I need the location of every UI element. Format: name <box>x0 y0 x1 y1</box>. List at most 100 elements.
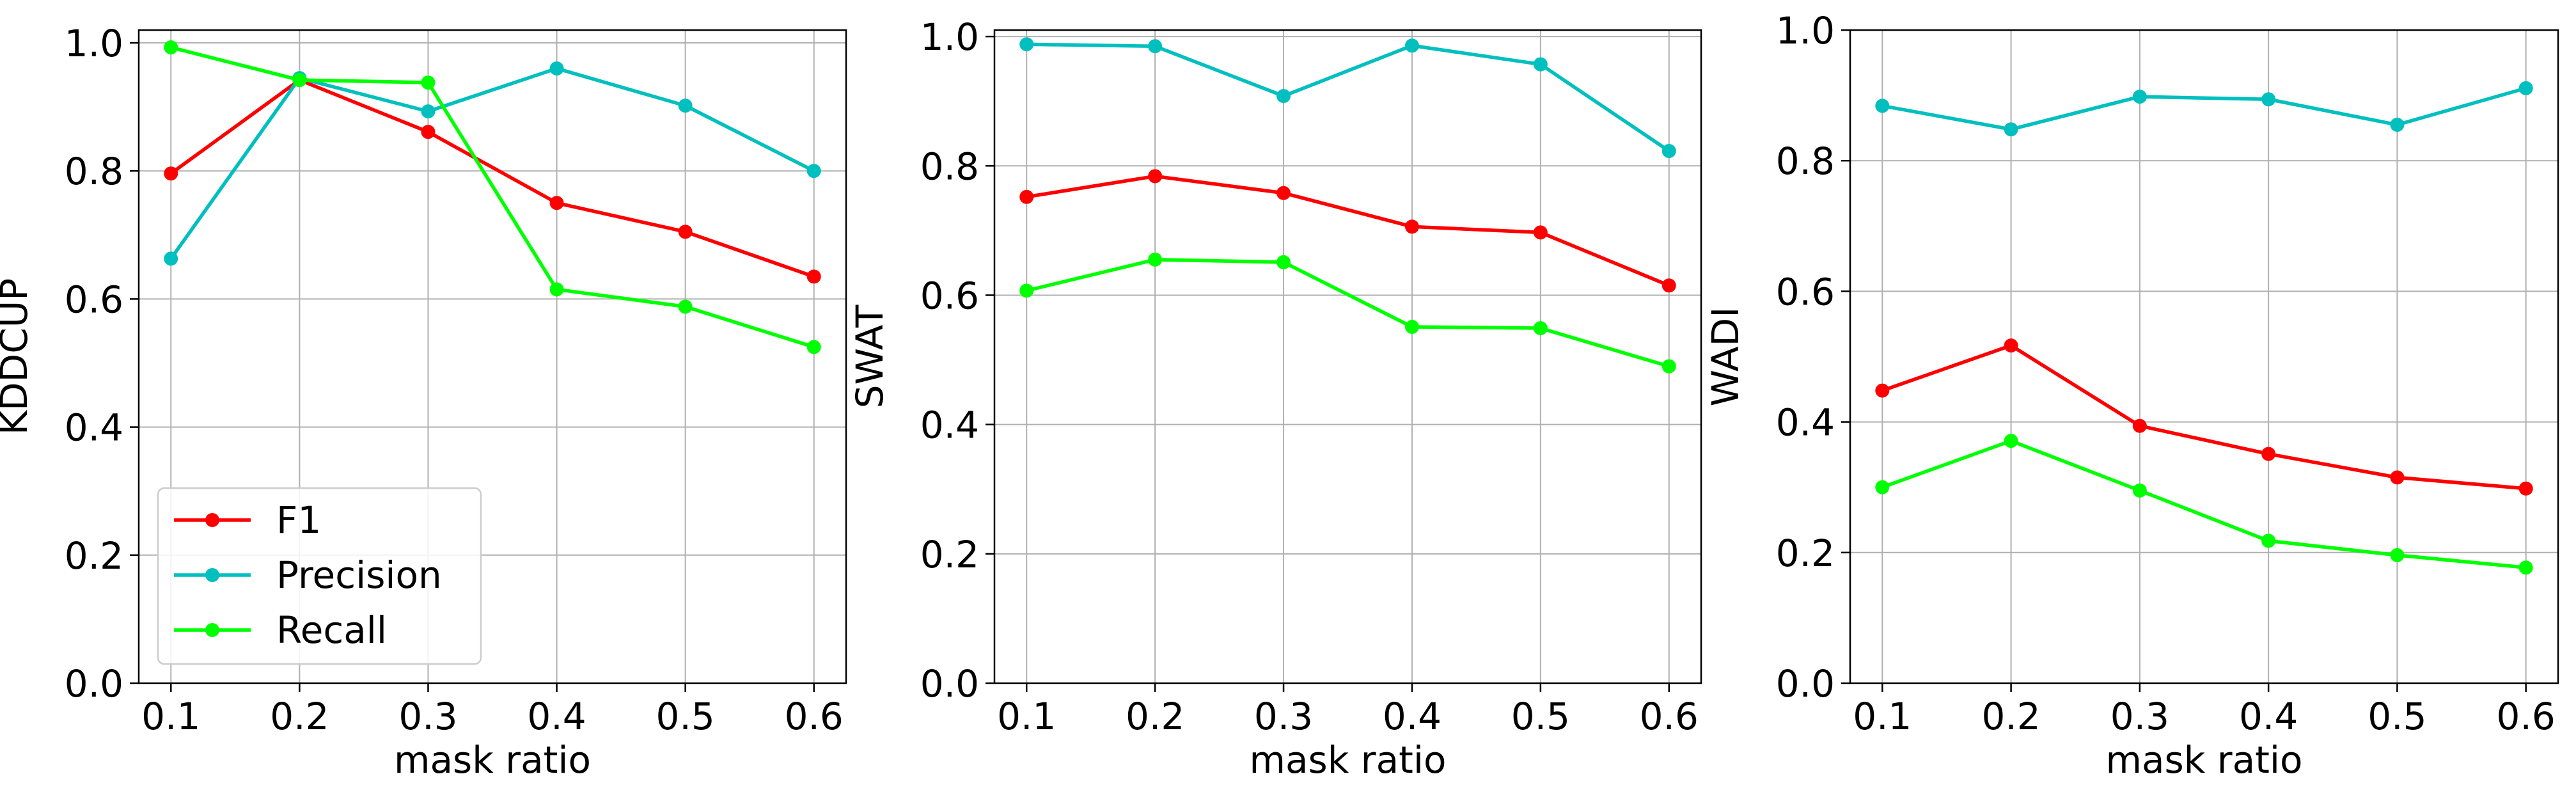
data-point <box>2261 446 2276 461</box>
y-tick-label: 0.2 <box>1776 532 1835 575</box>
data-point <box>2261 533 2276 548</box>
data-point <box>2132 418 2147 433</box>
series-recall <box>1019 252 1676 374</box>
data-point <box>806 340 821 354</box>
data-point <box>678 99 693 113</box>
data-point <box>1276 255 1291 269</box>
x-tick-label: 0.2 <box>1981 695 2040 738</box>
x-tick-label: 0.1 <box>1853 695 1912 738</box>
plot-frame <box>1849 29 2559 684</box>
y-tick-label: 1.0 <box>1776 9 1835 52</box>
series-f1 <box>1875 338 2533 496</box>
series-line <box>1026 42 1670 153</box>
data-point <box>1875 480 1890 494</box>
data-point <box>678 225 693 239</box>
y-tick-label: 0.8 <box>65 150 123 193</box>
data-point <box>806 269 821 284</box>
x-tick-label: 0.3 <box>1254 695 1313 738</box>
series-line <box>1026 258 1670 368</box>
data-point <box>1276 186 1291 200</box>
data-point <box>1148 169 1163 184</box>
data-point <box>1019 37 1034 52</box>
x-axis-label: mask ratio <box>2105 738 2302 782</box>
y-axis-label: KDDCUP <box>0 278 36 435</box>
data-point <box>1661 278 1676 293</box>
data-point <box>2390 470 2405 485</box>
data-point <box>2261 92 2276 107</box>
x-tick-label: 0.2 <box>270 695 329 738</box>
series-line <box>169 78 815 278</box>
data-point <box>164 251 178 266</box>
x-tick-label: 0.4 <box>527 695 586 738</box>
x-tick-label: 0.5 <box>656 695 715 738</box>
y-tick-label: 0.4 <box>1776 401 1835 445</box>
x-tick-label: 0.6 <box>785 695 844 738</box>
series-recall <box>1875 434 2533 575</box>
y-tick-label: 1.0 <box>65 22 123 65</box>
plot-frame <box>993 29 1702 684</box>
data-point <box>1019 189 1034 204</box>
y-tick-label: 0.6 <box>65 278 123 321</box>
data-point <box>549 196 564 210</box>
x-tick-label: 0.3 <box>2110 695 2169 738</box>
legend-marker <box>205 513 219 527</box>
y-tick-label: 1.0 <box>920 15 979 59</box>
legend-box <box>157 487 482 665</box>
y-tick-label: 0.4 <box>65 406 123 450</box>
data-point <box>678 299 693 314</box>
x-axis-label: mask ratio <box>394 738 591 782</box>
series-line <box>1881 344 2526 491</box>
data-point <box>1661 359 1676 374</box>
x-tick-label: 0.6 <box>2497 695 2556 738</box>
x-tick-label: 0.4 <box>1383 695 1441 738</box>
y-tick-label: 0.0 <box>1776 662 1835 706</box>
series-precision <box>1875 81 2533 137</box>
data-point <box>1875 99 1890 113</box>
legend-label: F1 <box>276 498 321 542</box>
plot-frame <box>137 29 847 684</box>
data-point <box>806 164 821 178</box>
series-line <box>169 67 815 260</box>
data-point <box>2518 560 2533 575</box>
legend-item-precision: Precision <box>174 553 442 597</box>
y-tick-label: 0.6 <box>920 274 979 317</box>
y-tick-label: 0.0 <box>65 662 123 706</box>
x-tick-label: 0.3 <box>398 695 457 738</box>
data-point <box>1875 383 1890 398</box>
data-point <box>421 104 436 119</box>
data-point <box>1019 283 1034 298</box>
data-point <box>1661 144 1676 159</box>
series-line <box>1881 86 2527 131</box>
data-point <box>1533 225 1548 240</box>
data-point <box>1533 321 1548 336</box>
data-point <box>2518 481 2533 496</box>
x-tick-label: 0.5 <box>2368 695 2426 738</box>
data-point <box>292 73 307 88</box>
data-point <box>164 166 178 181</box>
data-point <box>2004 338 2018 353</box>
data-point <box>549 282 564 297</box>
series-line <box>1881 439 2526 570</box>
data-point <box>2132 483 2147 498</box>
data-point <box>2132 90 2147 104</box>
data-point <box>1533 57 1548 72</box>
data-point <box>1148 39 1163 54</box>
x-tick-label: 0.5 <box>1511 695 1570 738</box>
series-recall <box>164 40 821 354</box>
panel-3: 0.1 0.2 0.3 0.4 0.5 0.6 0.0 0.2 0.4 0.6 0.8 1.0 mask… <box>1704 9 2559 782</box>
panel-2: 0.1 0.2 0.3 0.4 0.5 0.6 0.0 0.2 0.4 0.6 0.8 1.0 mask… <box>848 15 1702 782</box>
data-point <box>2390 548 2405 562</box>
data-point <box>549 61 564 76</box>
y-axis-label: SWAT <box>848 304 891 408</box>
legend-item-f1: F1 <box>174 498 321 542</box>
x-tick-label: 0.1 <box>141 695 200 738</box>
legend-marker <box>205 568 219 582</box>
legend: F1 Precision Recall <box>157 487 482 665</box>
x-tick-label: 0.2 <box>1126 695 1184 738</box>
data-point <box>1148 252 1163 267</box>
data-point <box>2004 122 2018 137</box>
data-point <box>164 40 178 55</box>
series-precision <box>1019 37 1676 159</box>
series-line <box>170 45 815 349</box>
